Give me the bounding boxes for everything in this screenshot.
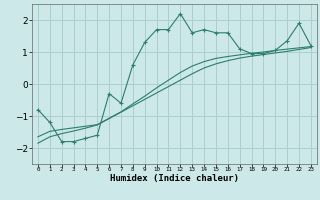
X-axis label: Humidex (Indice chaleur): Humidex (Indice chaleur)	[110, 174, 239, 183]
